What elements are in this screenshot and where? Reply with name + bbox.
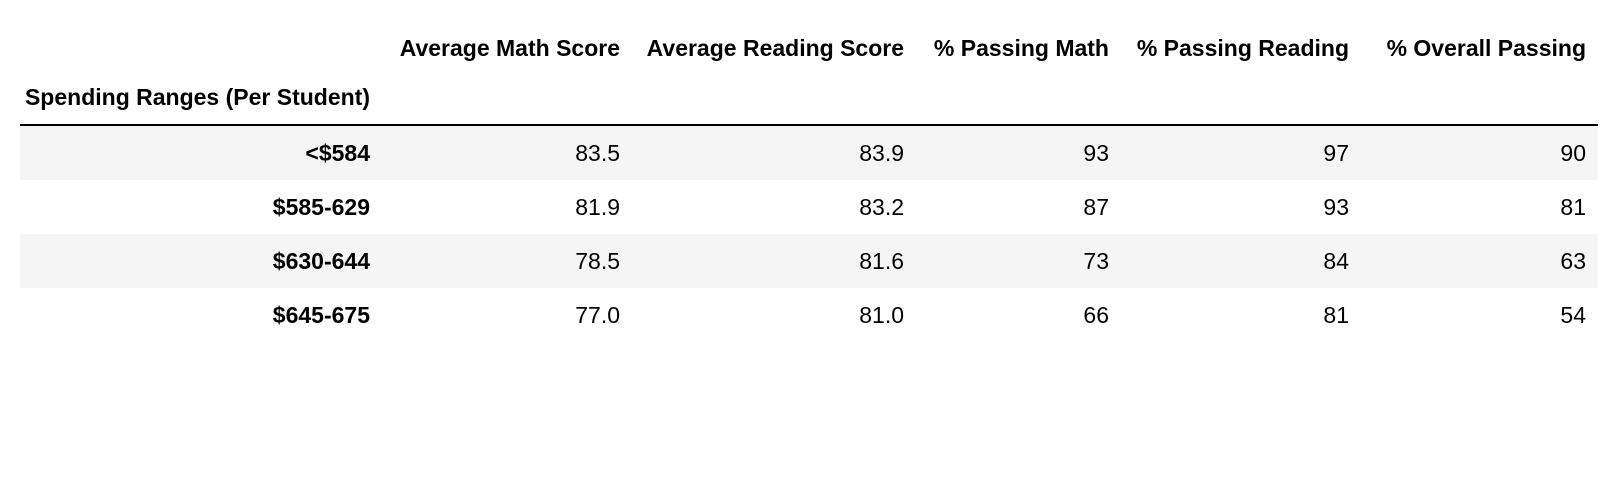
column-header-passing-math: % Passing Math	[933, 35, 1109, 61]
column-header-passing-reading: % Passing Reading	[1136, 35, 1349, 61]
column-header-average-reading-score: Average Reading Score	[646, 35, 904, 61]
cell-average-reading-score: 81.6	[859, 248, 904, 274]
cell-passing-math: 73	[1083, 248, 1109, 274]
cell-passing-reading: 93	[1323, 194, 1349, 220]
index-name-blank	[382, 63, 632, 126]
cell-passing-reading: 81	[1323, 302, 1349, 328]
table-row: $645-675 77.0 81.0 66 81 54	[20, 288, 1598, 342]
column-header-row: Average Math Score Average Reading Score…	[20, 0, 1598, 63]
index-name-header: Spending Ranges (Per Student)	[20, 63, 382, 126]
cell-overall-passing: 81	[1560, 194, 1586, 220]
table-row: <$584 83.5 83.9 93 97 90	[20, 125, 1598, 180]
row-label: <$584	[305, 140, 370, 166]
cell-overall-passing: 63	[1560, 248, 1586, 274]
cell-passing-math: 66	[1083, 302, 1109, 328]
table-row: $630-644 78.5 81.6 73 84 63	[20, 234, 1598, 288]
cell-average-math-score: 81.9	[575, 194, 620, 220]
dataframe-output: Average Math Score Average Reading Score…	[20, 0, 1598, 342]
column-header-blank	[20, 0, 382, 63]
cell-average-reading-score: 83.2	[859, 194, 904, 220]
cell-passing-reading: 84	[1323, 248, 1349, 274]
index-name-blank	[632, 63, 916, 126]
cell-average-reading-score: 81.0	[859, 302, 904, 328]
cell-passing-math: 93	[1083, 140, 1109, 166]
cell-average-math-score: 78.5	[575, 248, 620, 274]
row-label: $645-675	[272, 302, 370, 328]
index-name-blank	[916, 63, 1121, 126]
cell-overall-passing: 54	[1560, 302, 1586, 328]
cell-overall-passing: 90	[1560, 140, 1586, 166]
spending-ranges-table: Average Math Score Average Reading Score…	[20, 0, 1598, 342]
column-header-overall-passing: % Overall Passing	[1386, 35, 1586, 61]
cell-passing-reading: 97	[1323, 140, 1349, 166]
cell-passing-math: 87	[1083, 194, 1109, 220]
index-name-blank	[1361, 63, 1598, 126]
column-header-average-math-score: Average Math Score	[399, 35, 620, 61]
index-name-row: Spending Ranges (Per Student)	[20, 63, 1598, 126]
table-row: $585-629 81.9 83.2 87 93 81	[20, 180, 1598, 234]
row-label: $630-644	[272, 248, 370, 274]
cell-average-reading-score: 83.9	[859, 140, 904, 166]
cell-average-math-score: 77.0	[575, 302, 620, 328]
index-name-blank	[1121, 63, 1361, 126]
cell-average-math-score: 83.5	[575, 140, 620, 166]
row-label: $585-629	[272, 194, 370, 220]
